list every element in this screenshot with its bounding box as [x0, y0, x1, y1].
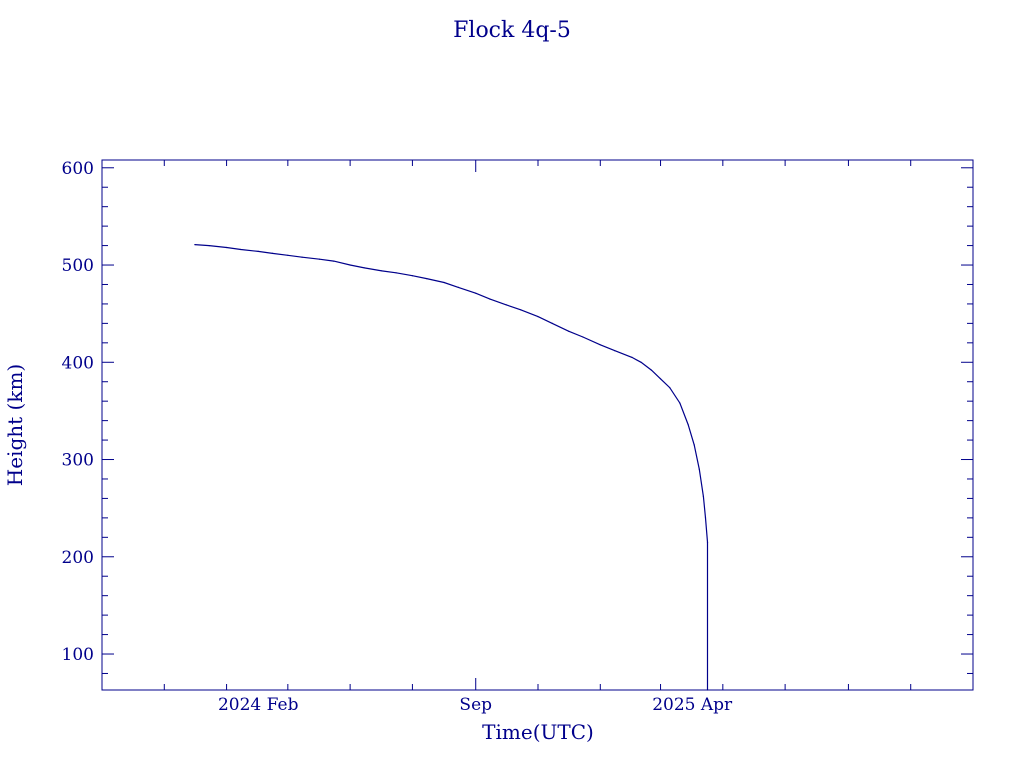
- plot-frame: [101, 159, 974, 691]
- data-point: [687, 423, 689, 426]
- y-tick-label: 100: [62, 645, 94, 665]
- data-point: [505, 304, 507, 306]
- data-point: [333, 260, 335, 262]
- data-point: [551, 322, 553, 324]
- data-point: [301, 256, 303, 258]
- data-point: [640, 361, 642, 363]
- data-point: [698, 468, 700, 470]
- data-point: [599, 344, 601, 346]
- data-point: [631, 356, 633, 358]
- ticks-layer: 100 200 300 400 500 600 2024 Feb Sep 2025 Apr: [62, 159, 974, 715]
- data-point: [679, 402, 681, 404]
- data-point: [650, 369, 653, 371]
- data-point: [363, 267, 365, 269]
- data-point: [381, 270, 383, 272]
- data-point: [287, 254, 289, 256]
- data-point: [240, 248, 242, 251]
- data-point: [693, 444, 695, 446]
- data-point: [475, 292, 477, 294]
- data-point: [349, 264, 351, 266]
- data-point: [520, 309, 522, 311]
- data-point: [706, 541, 709, 543]
- data-point: [704, 517, 707, 519]
- x-tick-label: 2025 Apr: [652, 695, 733, 715]
- data-point: [208, 245, 210, 247]
- data-point: [706, 689, 709, 691]
- data-point: [659, 378, 662, 380]
- data-point: [226, 246, 228, 249]
- x-axis-label: Time(UTC): [482, 720, 594, 744]
- x-tick-label: 2024 Feb: [218, 695, 299, 715]
- data-point: [194, 244, 196, 246]
- y-tick-label: 500: [62, 256, 94, 276]
- data-layer: [194, 244, 709, 691]
- data-point: [257, 250, 259, 252]
- data-point: [411, 275, 413, 277]
- data-point: [318, 258, 321, 260]
- data-point: [537, 316, 539, 318]
- data-point: [426, 278, 428, 280]
- data-point: [457, 286, 459, 288]
- data-point: [614, 350, 616, 352]
- y-tick-label: 300: [62, 451, 94, 471]
- chart-title: Flock 4q-5: [453, 18, 571, 43]
- x-tick-label: Sep: [459, 695, 492, 715]
- y-tick-label: 200: [62, 548, 94, 568]
- series-line: [194, 244, 709, 690]
- data-point: [702, 495, 705, 498]
- data-point: [395, 272, 397, 274]
- data-point: [582, 336, 584, 338]
- data-point: [489, 298, 491, 300]
- data-point: [271, 252, 274, 254]
- data-point: [568, 330, 570, 332]
- y-tick-label: 600: [62, 159, 94, 179]
- y-axis-label: Height (km): [3, 364, 27, 486]
- y-tick-label: 400: [62, 353, 94, 373]
- data-point: [443, 281, 445, 284]
- data-point: [669, 387, 671, 389]
